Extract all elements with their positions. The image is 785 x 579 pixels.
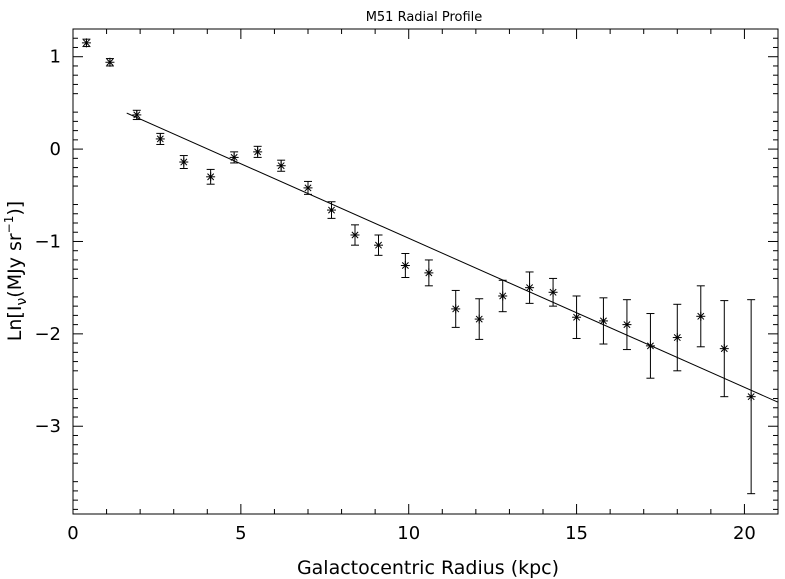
- y-axis-label: Ln[Iν(MJy sr−1)]: [2, 201, 30, 341]
- y-tick-label: −3: [34, 416, 61, 437]
- data-point: [696, 285, 706, 348]
- data-point: [81, 38, 91, 48]
- y-axis-label-middle: (MJy sr: [4, 233, 26, 298]
- marker-stroke: [133, 111, 141, 119]
- marker-stroke: [623, 321, 631, 329]
- data-point: [105, 57, 115, 67]
- data-point: [253, 145, 263, 158]
- data-point: [645, 313, 655, 379]
- data-point: [276, 159, 286, 172]
- marker-stroke: [180, 158, 188, 166]
- data-point: [132, 109, 142, 121]
- data-point: [598, 297, 608, 345]
- data-point: [179, 155, 189, 169]
- data-point: [672, 303, 682, 372]
- y-axis-label-prefix: Ln[I: [4, 306, 26, 342]
- marker-stroke: [254, 148, 262, 156]
- data-point: [303, 180, 313, 195]
- marker-stroke: [327, 206, 336, 214]
- marker-stroke: [304, 184, 312, 192]
- chart-title: M51 Radial Profile: [366, 10, 483, 25]
- data-point: [572, 295, 582, 339]
- data-point: [746, 299, 756, 495]
- x-tick-label: 10: [397, 523, 420, 544]
- x-axis-ticks: 0 5 10 15 20: [67, 29, 756, 544]
- marker-stroke: [207, 173, 215, 181]
- x-axis-label: Galactocentric Radius (kpc): [297, 557, 559, 579]
- data-point: [350, 224, 360, 246]
- data-points: [81, 38, 756, 495]
- marker-stroke: [573, 313, 581, 321]
- marker-stroke: [646, 342, 654, 350]
- marker-stroke: [351, 231, 359, 239]
- data-point: [206, 168, 216, 185]
- data-point: [327, 201, 336, 219]
- marker-stroke: [374, 241, 383, 249]
- marker-stroke: [599, 317, 607, 325]
- marker-stroke: [475, 315, 483, 323]
- marker-stroke: [156, 135, 164, 143]
- y-tick-label: 0: [50, 139, 61, 160]
- data-point: [498, 279, 508, 313]
- data-point: [719, 300, 729, 398]
- marker-stroke: [499, 292, 507, 300]
- y-tick-label: 1: [50, 47, 61, 68]
- data-point: [548, 277, 558, 307]
- data-point: [451, 289, 461, 328]
- y-axis-label-suffix: )]: [4, 201, 26, 216]
- data-point: [474, 298, 484, 340]
- data-point: [155, 132, 165, 145]
- marker-stroke: [230, 153, 238, 161]
- data-point: [525, 271, 535, 304]
- x-tick-label: 5: [235, 523, 246, 544]
- y-axis-label-superscript: −1: [2, 216, 16, 234]
- fit-line-group: [126, 112, 779, 403]
- fit-line: [126, 112, 779, 403]
- marker-stroke: [452, 305, 460, 313]
- data-point: [229, 151, 239, 164]
- y-tick-label: −2: [34, 324, 61, 345]
- marker-stroke: [549, 288, 557, 296]
- y-axis-label-subscript: ν: [14, 298, 30, 306]
- marker-stroke: [720, 345, 728, 353]
- data-point: [400, 252, 410, 279]
- marker-stroke: [526, 284, 534, 292]
- marker-stroke: [401, 261, 409, 269]
- marker-stroke: [106, 58, 114, 66]
- marker-stroke: [277, 162, 285, 170]
- y-axis-ticks: 1 0 −1 −2 −3: [34, 28, 778, 510]
- x-tick-label: 15: [565, 523, 588, 544]
- data-point: [374, 234, 383, 256]
- x-tick-label: 20: [733, 523, 756, 544]
- plot-frame: [72, 28, 779, 515]
- marker-stroke: [82, 39, 90, 47]
- data-point: [424, 259, 434, 287]
- data-point: [622, 299, 632, 351]
- marker-stroke: [425, 269, 433, 277]
- marker-stroke: [747, 393, 755, 401]
- marker-stroke: [673, 334, 681, 342]
- marker-stroke: [697, 312, 705, 320]
- x-tick-label: 0: [67, 523, 78, 544]
- y-tick-label: −1: [34, 231, 61, 252]
